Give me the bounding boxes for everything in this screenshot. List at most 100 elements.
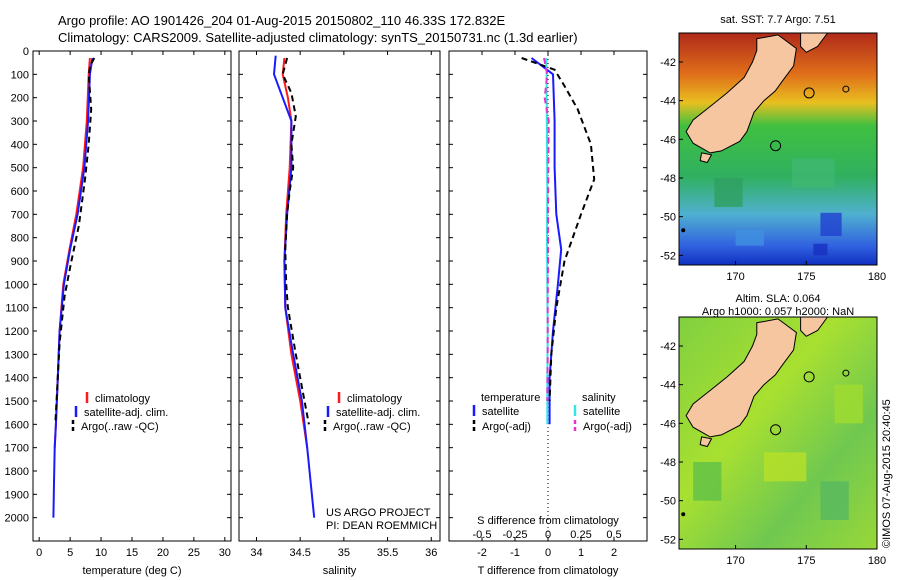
lat-tick-label: -52 xyxy=(660,250,676,262)
y-tick-label: 2000 xyxy=(5,513,29,525)
y-tick-label: 1100 xyxy=(5,303,29,315)
lon-tick-label: 175 xyxy=(797,271,815,283)
y-tick-label: 1200 xyxy=(5,326,29,338)
legend-label-satellite: satellite-adj. clim. xyxy=(336,407,420,419)
x-tick-label: 35 xyxy=(338,547,350,559)
x-tick-label: 20 xyxy=(157,547,169,559)
x-tick-label: 35.5 xyxy=(377,547,398,559)
y-tick-label: 700 xyxy=(11,209,29,221)
header-line-2: Climatology: CARS2009. Satellite-adjuste… xyxy=(58,30,578,45)
salinity-profile-panel: 34 34.5 35 35.5 36 salinity xyxy=(238,50,441,577)
difference-profile-panel: -2 -1 0 1 2 T difference from climatology -0.5… xyxy=(448,50,648,577)
sst-map-title: sat. SST: 7.7 Argo: 7.51 xyxy=(720,14,836,26)
lon-tick-label: 170 xyxy=(726,555,744,567)
y-tick-label: 1000 xyxy=(5,279,29,291)
y-tick-label: 800 xyxy=(11,233,29,245)
series-line-satellite-adj-clim xyxy=(52,57,94,518)
float-position-marker xyxy=(770,140,782,152)
x2-tick-label: 0.25 xyxy=(570,529,591,541)
y-tick-label: 1900 xyxy=(5,489,29,501)
lat-tick-label: -44 xyxy=(660,380,676,392)
sst-map: -42 -44 -46 -48 -50 -52 170 175 180 xyxy=(660,32,886,283)
pi-credit: PI: DEAN ROEMMICH xyxy=(326,520,437,532)
legend-label-climatology: climatology xyxy=(347,393,403,405)
series-line-salinity-argo-adj xyxy=(543,57,550,402)
south-island-land xyxy=(685,318,797,438)
series-line-argo-raw-qc xyxy=(54,57,96,425)
lat-tick-label: -42 xyxy=(660,57,676,69)
y-tick-label: 300 xyxy=(11,116,29,128)
x2-tick-label: -0.25 xyxy=(502,529,527,541)
series-line-satellite-adj-clim xyxy=(272,55,316,518)
auckland-island xyxy=(681,228,686,233)
contour-ring xyxy=(842,369,850,377)
map-shading xyxy=(714,178,743,207)
y-tick-label: 1300 xyxy=(5,349,29,361)
lat-tick-label: -48 xyxy=(660,457,676,469)
x-tick-label: 1 xyxy=(578,547,584,559)
legend-group-salinity: salinity xyxy=(582,392,616,404)
header-line-1: Argo profile: AO 1901426_204 01-Aug-2015… xyxy=(58,13,506,28)
lon-tick-label: 175 xyxy=(797,555,815,567)
y-tick-label: 0 xyxy=(23,46,29,58)
lat-tick-label: -50 xyxy=(660,496,676,508)
map-shading xyxy=(735,230,764,246)
x-tick-label: 10 xyxy=(95,547,107,559)
contour-ring xyxy=(803,87,815,99)
legend-label-sal-satellite: satellite xyxy=(583,406,620,418)
y-tick-label: 100 xyxy=(11,69,29,81)
map-frame xyxy=(678,32,878,266)
x2-tick-label: -0.5 xyxy=(473,529,492,541)
lon-tick-label: 180 xyxy=(868,555,886,567)
x-tick-label: 0 xyxy=(545,547,551,559)
lon-tick-label: 180 xyxy=(868,271,886,283)
sla-map-title: Altim. SLA: 0.064 xyxy=(736,293,821,305)
map-shading xyxy=(820,481,849,520)
difference-legend: temperature satellite Argo(-adj) salinit… xyxy=(472,392,632,433)
x-tick-label: -2 xyxy=(477,547,487,559)
legend-label-temp-argo: Argo(-adj) xyxy=(482,421,531,433)
temperature-legend: climatology satellite-adj. clim. Argo(..… xyxy=(71,392,168,433)
x-tick-label: 15 xyxy=(126,547,138,559)
lat-tick-label: -46 xyxy=(660,134,676,146)
series-line-climatology xyxy=(53,57,91,448)
x-tick-label: -1 xyxy=(510,547,520,559)
lat-tick-label: -42 xyxy=(660,341,676,353)
s-difference-axis-label: S difference from climatology xyxy=(477,515,619,527)
lat-tick-label: -48 xyxy=(660,173,676,185)
map-shading xyxy=(813,243,828,256)
south-island-land xyxy=(685,34,797,154)
x-tick-label: 34.5 xyxy=(289,547,310,559)
lat-tick-label: -44 xyxy=(660,96,676,108)
x-tick-label: 0 xyxy=(36,547,42,559)
y-tick-label: 400 xyxy=(11,139,29,151)
map-shading xyxy=(820,212,842,236)
sla-map-subtitle: Argo h1000: 0.057 h2000: NaN xyxy=(702,306,854,318)
legend-label-sal-argo: Argo(-adj) xyxy=(583,421,632,433)
legend-label-argo: Argo(..raw -QC) xyxy=(333,421,411,433)
x-tick-label: 2 xyxy=(611,547,617,559)
y-tick-label: 600 xyxy=(11,186,29,198)
contour-ring xyxy=(842,85,850,93)
x-tick-label: 25 xyxy=(188,547,200,559)
sla-map: -42 -44 -46 -48 -50 -52 170 175 180 xyxy=(660,316,886,567)
x-tick-label: 30 xyxy=(219,547,231,559)
map-frame xyxy=(678,316,878,550)
x-tick-label: 36 xyxy=(425,547,437,559)
lon-tick-label: 170 xyxy=(726,271,744,283)
y-tick-label: 1400 xyxy=(5,373,29,385)
y-tick-label: 500 xyxy=(11,163,29,175)
legend-group-temperature: temperature xyxy=(481,392,540,404)
stewart-island-land xyxy=(699,436,713,448)
x-tick-label: 5 xyxy=(67,547,73,559)
float-position-marker xyxy=(770,424,782,436)
x-tick-label: 34 xyxy=(250,547,262,559)
y-tick-label: 1600 xyxy=(5,419,29,431)
legend-label-argo: Argo(..raw -QC) xyxy=(81,421,159,433)
legend-label-climatology: climatology xyxy=(95,393,151,405)
project-credit: US ARGO PROJECT xyxy=(326,507,431,519)
y-tick-label: 200 xyxy=(11,93,29,105)
y-tick-label: 1500 xyxy=(5,396,29,408)
lat-tick-label: -50 xyxy=(660,212,676,224)
